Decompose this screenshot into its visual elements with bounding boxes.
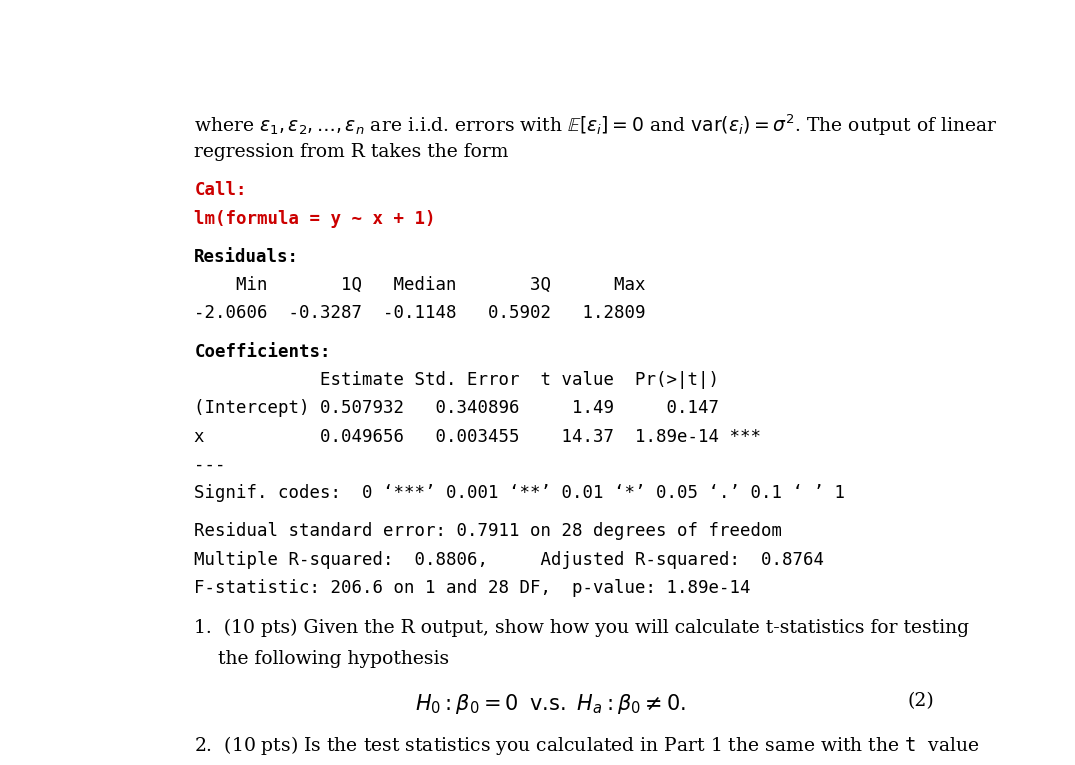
- Text: Estimate Std. Error  t value  Pr(>|t|): Estimate Std. Error t value Pr(>|t|): [195, 371, 719, 389]
- Text: where $\epsilon_1, \epsilon_2, \ldots, \epsilon_n$ are i.i.d. errors with $\math: where $\epsilon_1, \epsilon_2, \ldots, \…: [195, 112, 999, 138]
- Text: lm(formula = y ~ x + 1): lm(formula = y ~ x + 1): [195, 210, 435, 228]
- Text: Multiple R-squared:  0.8806,     Adjusted R-squared:  0.8764: Multiple R-squared: 0.8806, Adjusted R-s…: [195, 551, 825, 568]
- Text: -2.0606  -0.3287  -0.1148   0.5902   1.2809: -2.0606 -0.3287 -0.1148 0.5902 1.2809: [195, 304, 646, 322]
- Text: Residuals:: Residuals:: [195, 248, 299, 266]
- Text: Residual standard error: 0.7911 on 28 degrees of freedom: Residual standard error: 0.7911 on 28 de…: [195, 522, 783, 540]
- Text: 2.  (10 pts) Is the test statistics you calculated in Part 1 the same with the $: 2. (10 pts) Is the test statistics you c…: [195, 734, 980, 757]
- Text: the following hypothesis: the following hypothesis: [195, 649, 449, 668]
- Text: Signif. codes:  0 ‘***’ 0.001 ‘**’ 0.01 ‘*’ 0.05 ‘.’ 0.1 ‘ ’ 1: Signif. codes: 0 ‘***’ 0.001 ‘**’ 0.01 ‘…: [195, 484, 845, 502]
- Text: F-statistic: 206.6 on 1 and 28 DF,  p-value: 1.89e-14: F-statistic: 206.6 on 1 and 28 DF, p-val…: [195, 579, 750, 597]
- Text: 1.  (10 pts) Given the R output, show how you will calculate t-statistics for te: 1. (10 pts) Given the R output, show how…: [195, 619, 970, 637]
- Text: $H_0 : \beta_0 = 0 \;\; \text{v.s.} \;\; H_a : \beta_0 \neq 0.$: $H_0 : \beta_0 = 0 \;\; \text{v.s.} \;\;…: [416, 692, 686, 716]
- Text: (2): (2): [907, 692, 934, 710]
- Text: Call:: Call:: [195, 181, 247, 200]
- Text: (Intercept) 0.507932   0.340896     1.49     0.147: (Intercept) 0.507932 0.340896 1.49 0.147: [195, 399, 719, 417]
- Text: ---: ---: [195, 456, 226, 474]
- Text: Coefficients:: Coefficients:: [195, 343, 331, 361]
- Text: x           0.049656   0.003455    14.37  1.89e-14 ***: x 0.049656 0.003455 14.37 1.89e-14 ***: [195, 428, 761, 445]
- Text: Min       1Q   Median       3Q      Max: Min 1Q Median 3Q Max: [195, 276, 646, 295]
- Text: regression from R takes the form: regression from R takes the form: [195, 143, 508, 161]
